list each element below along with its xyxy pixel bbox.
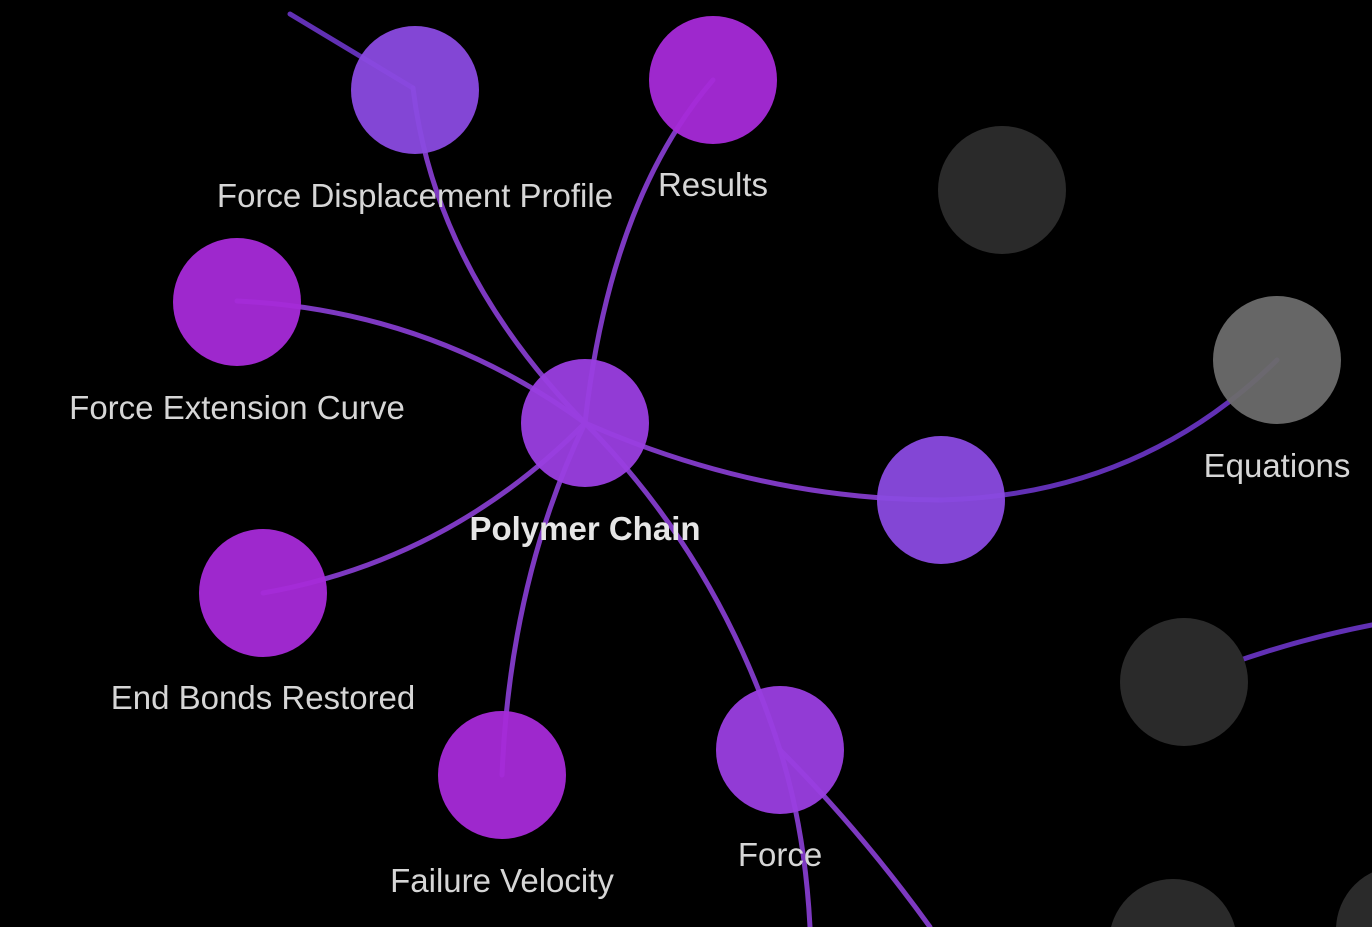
node-polymer-chain[interactable] [521, 359, 649, 487]
node-unlabeled-hub[interactable] [877, 436, 1005, 564]
node-dim-node-top[interactable] [938, 126, 1066, 254]
node-dim-node-right[interactable] [1120, 618, 1248, 746]
label-force: Force [738, 836, 822, 873]
node-force[interactable] [716, 686, 844, 814]
label-force-extension-curve: Force Extension Curve [69, 389, 405, 426]
node-equations[interactable] [1213, 296, 1341, 424]
label-failure-velocity: Failure Velocity [390, 862, 614, 899]
labels-layer: Force Displacement Profile Results Force… [69, 166, 1350, 899]
label-end-bonds-restored: End Bonds Restored [111, 679, 416, 716]
node-force-displacement-profile[interactable] [351, 26, 479, 154]
node-dim-node-bottom[interactable] [1109, 879, 1237, 927]
nodes-layer [173, 16, 1372, 927]
label-force-displacement-profile: Force Displacement Profile [217, 177, 613, 214]
node-force-extension-curve[interactable] [173, 238, 301, 366]
node-dim-node-corner[interactable] [1336, 866, 1372, 927]
label-results: Results [658, 166, 768, 203]
label-equations: Equations [1204, 447, 1351, 484]
node-failure-velocity[interactable] [438, 711, 566, 839]
node-results[interactable] [649, 16, 777, 144]
label-polymer-chain: Polymer Chain [469, 510, 700, 547]
node-end-bonds-restored[interactable] [199, 529, 327, 657]
